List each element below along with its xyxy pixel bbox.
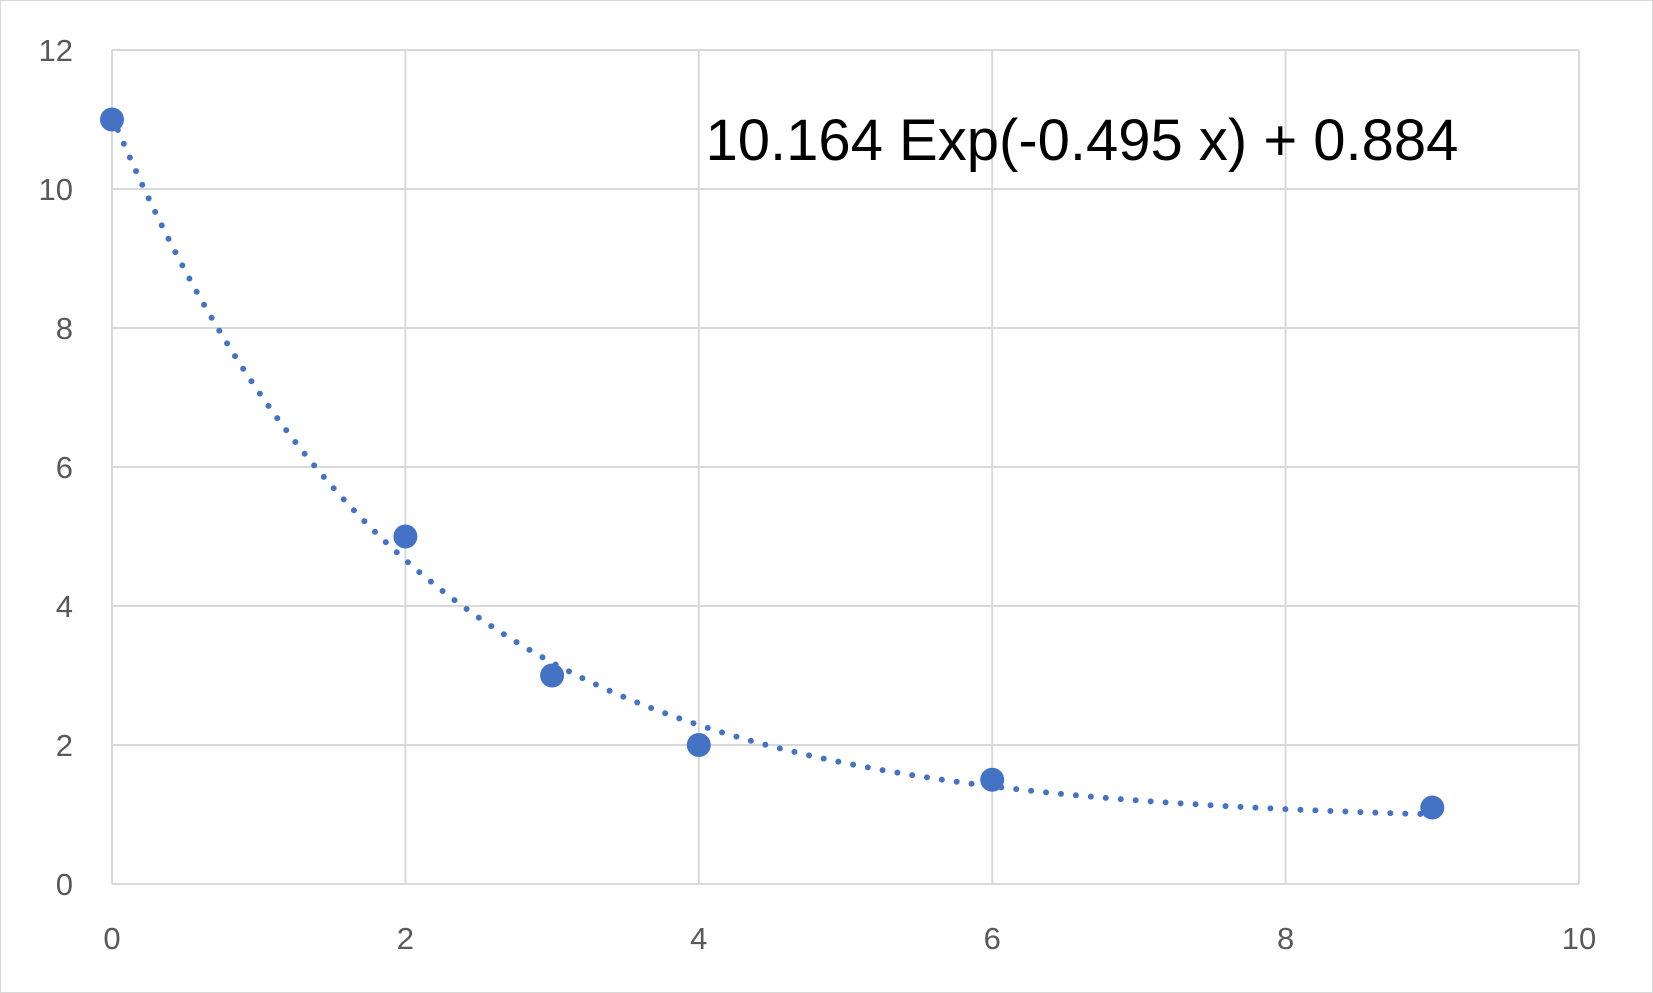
data-point xyxy=(686,733,711,757)
data-point xyxy=(540,663,565,688)
y-tick-label: 0 xyxy=(56,867,73,902)
trend-line xyxy=(109,113,1436,818)
data-point xyxy=(100,107,124,132)
tick-labels: 0 2 4 6 8 10 12 0 2 4 6 8 10 xyxy=(39,33,1597,956)
y-tick-label: 12 xyxy=(39,33,73,68)
x-tick-label: 0 xyxy=(103,921,120,956)
x-tick-label: 6 xyxy=(984,921,1001,956)
trend-equation-label: 10.164 Exp(-0.495 x) + 0.884 xyxy=(706,108,1459,173)
x-tick-label: 2 xyxy=(397,921,414,956)
data-point xyxy=(1420,795,1445,820)
y-tick-label: 10 xyxy=(39,172,73,207)
data-point xyxy=(980,767,1005,792)
x-tick-label: 10 xyxy=(1562,921,1596,956)
grid-lines xyxy=(111,49,1580,885)
x-tick-label: 4 xyxy=(690,921,707,956)
data-points xyxy=(100,107,1445,820)
data-point xyxy=(393,524,418,549)
y-tick-label: 2 xyxy=(56,728,73,763)
y-tick-label: 4 xyxy=(56,589,73,624)
x-tick-label: 8 xyxy=(1277,921,1294,956)
y-tick-label: 8 xyxy=(56,311,73,346)
y-tick-label: 6 xyxy=(56,450,73,485)
